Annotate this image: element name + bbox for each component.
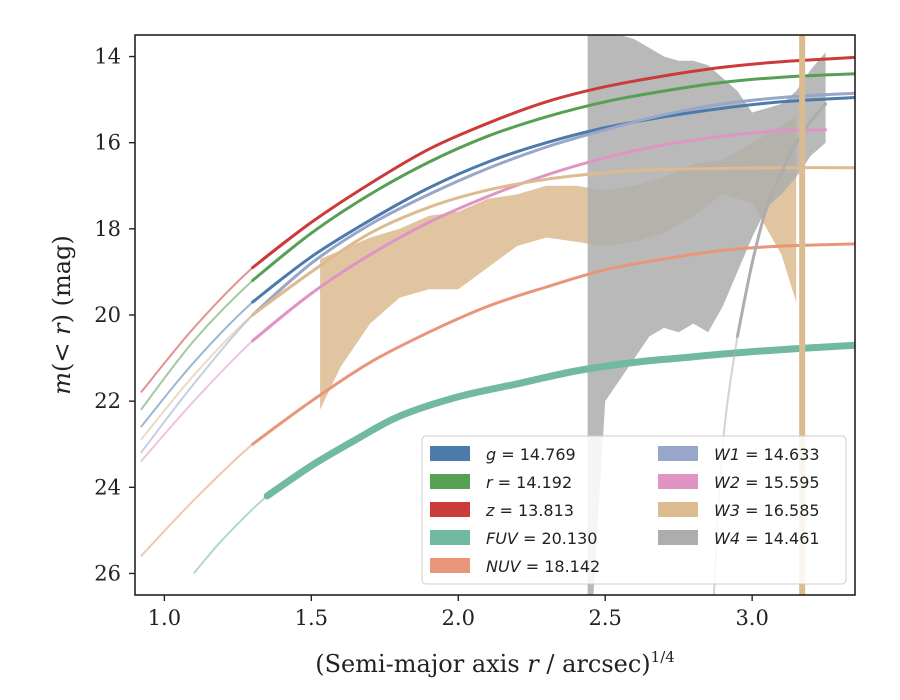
x-tick-label: 2.0: [442, 606, 475, 630]
series-w3-line: [251, 166, 855, 317]
x-axis-ticks: 1.0 1.5 2.0 2.5 3.0: [148, 595, 769, 630]
legend-label-r: r = 14.192: [486, 473, 572, 492]
series-w2-line: [251, 128, 828, 343]
x-tick-label: 2.5: [589, 606, 622, 630]
legend-label-g: g = 14.769: [486, 445, 576, 464]
legend-label-z: z = 13.813: [485, 501, 574, 520]
y-tick-label: 24: [94, 475, 121, 499]
series-fuv-line: [263, 341, 855, 500]
y-axis-label: m(< r) (mag): [48, 235, 76, 395]
series-lines: [140, 55, 855, 595]
y-tick-label: 16: [94, 131, 121, 155]
x-axis-label: (Semi-major axis r / arcsec)1/4: [315, 648, 675, 678]
series-w1-line: [251, 91, 855, 317]
legend-label-w1: W1 = 14.633: [714, 445, 820, 464]
w3-edge-marker: [799, 35, 806, 595]
x-tick-label: 1.0: [148, 606, 181, 630]
uncertainty-bands: [320, 35, 826, 595]
series-r-line: [251, 72, 855, 282]
legend-label-fuv: FUV = 20.130: [486, 529, 597, 548]
y-tick-label: 20: [94, 303, 121, 327]
series-g-line: [251, 96, 855, 304]
edge-markers: [799, 35, 806, 595]
y-tick-label: 14: [94, 45, 121, 69]
legend-swatch-w4: [658, 530, 698, 545]
legend-swatch-w1: [658, 446, 698, 461]
legend-label-w2: W2 = 15.595: [714, 473, 820, 492]
legend-swatch-g: [430, 446, 470, 461]
legend-box: [421, 435, 847, 585]
series-nuv-line: [251, 242, 855, 446]
legend-label-w4: W4 = 14.461: [714, 529, 820, 548]
y-tick-label: 26: [94, 561, 121, 585]
legend: g = 14.769 r = 14.192 z = 13.813 FUV = 20.1…: [421, 435, 847, 585]
legend-label-nuv: NUV = 18.142: [486, 557, 600, 576]
x-tick-label: 3.0: [735, 606, 768, 630]
legend-swatch-r: [430, 474, 470, 489]
legend-swatch-z: [430, 502, 470, 517]
y-tick-label: 22: [94, 389, 121, 413]
series-z-line: [251, 55, 855, 270]
band-w4: [587, 35, 826, 595]
legend-swatch-w3: [658, 502, 698, 517]
legend-swatch-w2: [658, 474, 698, 489]
legend-swatch-nuv: [430, 558, 470, 573]
legend-label-w3: W3 = 16.585: [714, 501, 820, 520]
series-w4-line: [735, 102, 828, 338]
x-tick-label: 1.5: [295, 606, 328, 630]
y-tick-label: 18: [94, 217, 121, 241]
y-axis-ticks: 14 16 18 20 22 24 26: [94, 45, 135, 585]
legend-swatch-fuv: [430, 530, 470, 545]
